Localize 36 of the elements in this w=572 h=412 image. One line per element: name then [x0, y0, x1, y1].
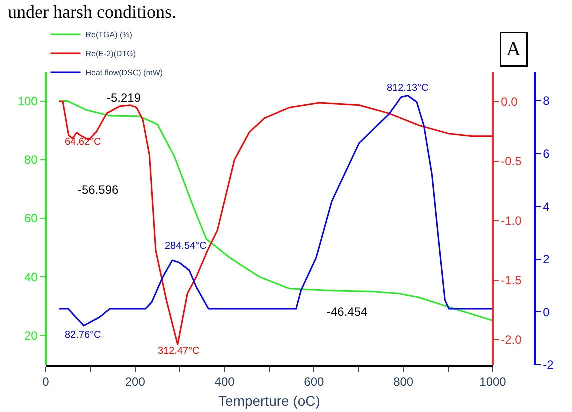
annotation: 812.13°C — [387, 83, 429, 94]
x-tick-label: 0 — [42, 375, 50, 390]
annotation: 284.54°C — [165, 241, 207, 252]
legend-label: Re(TGA) (%) — [86, 30, 133, 40]
x-tick-label: 400 — [214, 375, 236, 390]
y-tick-label: 100 — [18, 94, 38, 108]
y2-tick-label: -0.5 — [501, 154, 522, 169]
y3-tick-label: -2 — [543, 358, 554, 372]
y2-tick-label: -2.0 — [501, 333, 522, 348]
annotation: -46.454 — [327, 305, 368, 319]
x-tick-label: 800 — [394, 375, 414, 390]
annotation: 312.47°C — [158, 346, 200, 357]
y3-tick-label: 4 — [543, 200, 550, 214]
x-tick-label: 600 — [304, 375, 325, 390]
text: under harsh conditions. — [8, 2, 176, 22]
annotation: -56.596 — [78, 183, 120, 197]
legend-label: Re(E-2)(DTG) — [86, 50, 136, 59]
y3-tick-label: 6 — [543, 147, 550, 162]
annotation: -5.219 — [107, 91, 142, 105]
x-tick-label: 1000 — [480, 375, 507, 390]
y3-tick-label: 8 — [543, 94, 550, 108]
x-axis-title: Temperture (oC) — [218, 392, 320, 409]
y2-tick-label: -1.0 — [501, 214, 522, 228]
y2-tick-label: -1.5 — [501, 274, 522, 288]
x-tick-label: 200 — [125, 375, 146, 390]
annotation: 64.62°C — [65, 137, 102, 148]
legend-label: Heat flow(DSC) (mW) — [86, 68, 164, 78]
y2-tick-label: 0.0 — [501, 94, 518, 109]
annotation: 82.76°C — [65, 330, 102, 341]
y-tick-label: 60 — [24, 212, 38, 226]
y-tick-label: 80 — [24, 153, 38, 168]
y-tick-label: 40 — [24, 270, 38, 284]
y3-tick-label: 0 — [543, 305, 550, 320]
text: A — [506, 38, 522, 60]
y3-tick-label: 2 — [543, 252, 550, 267]
y-tick-label: 20 — [24, 328, 38, 343]
